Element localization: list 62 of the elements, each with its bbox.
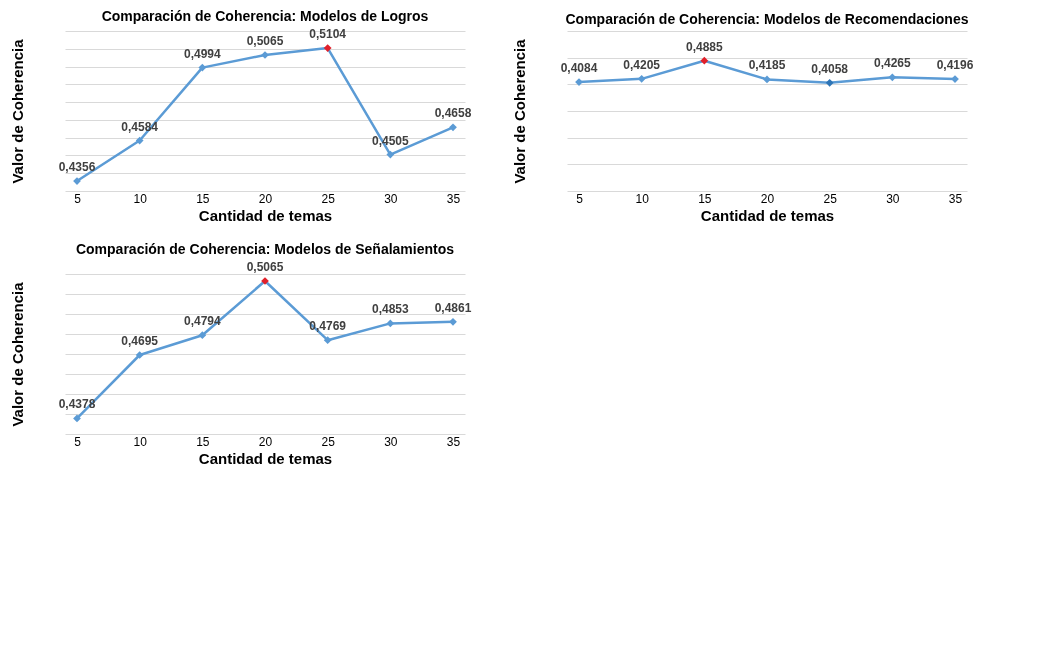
x-tick-label: 10 [133, 434, 148, 449]
chart-title: Comparación de Coherencia: Modelos de Logros [101, 8, 429, 25]
point [386, 150, 395, 159]
data-label: 0,5104 [309, 27, 347, 42]
data-label: 0,4356 [58, 160, 96, 175]
data-label: 0,4185 [748, 58, 786, 73]
data-label: 0,4695 [121, 334, 159, 348]
x-tick-label: 35 [446, 434, 461, 449]
data-label: 0,4196 [936, 58, 974, 73]
x-tick-label: 35 [948, 191, 963, 206]
y-axis-title: Valor de Coherencia [8, 281, 26, 427]
point [323, 336, 332, 345]
point [700, 56, 709, 65]
x-tick-label: 20 [760, 191, 775, 206]
data-label: 0,5065 [246, 34, 284, 48]
point [386, 319, 395, 328]
point [763, 75, 771, 84]
data-label: 0,4885 [685, 39, 724, 54]
x-tick-label: 35 [446, 191, 461, 206]
x-tick-label: 15 [698, 191, 712, 206]
point [888, 73, 897, 82]
point [198, 331, 207, 340]
x-axis-title: Cantidad de temas [198, 449, 333, 467]
x-axis-title: Cantidad de temas [198, 206, 333, 224]
point [637, 74, 646, 83]
x-tick-label: 30 [384, 191, 398, 206]
x-tick-label: 5 [74, 434, 82, 449]
y-axis-title: Valor de Coherencia [510, 38, 528, 184]
data-label: 0,4058 [811, 61, 849, 76]
x-tick-label: 15 [196, 191, 210, 206]
x-tick-label: 25 [321, 191, 336, 206]
point [449, 317, 457, 326]
data-label: 0,4861 [434, 300, 472, 315]
x-tick-label: 30 [384, 434, 398, 449]
x-tick-label: 25 [321, 434, 336, 449]
point [198, 63, 207, 72]
chart-title: Comparación de Coherencia: Modelos de Recomendaciones [565, 11, 969, 27]
point [449, 123, 457, 132]
x-tick-label: 10 [133, 191, 148, 206]
chart-title: Comparación de Coherencia: Modelos de Señalamientos [75, 241, 455, 257]
x-tick-label: 15 [196, 434, 210, 449]
x-tick-label: 10 [635, 191, 650, 206]
data-label: 0,4994 [183, 46, 222, 61]
data-label: 0,4853 [371, 302, 410, 317]
x-axis-title: Cantidad de temas [700, 206, 835, 224]
y-axis-title: Valor de Coherencia [8, 38, 26, 184]
x-tick-label: 30 [886, 191, 900, 206]
data-label: 0,4265 [873, 56, 912, 71]
x-tick-label: 5 [74, 191, 82, 206]
x-tick-label: 20 [258, 191, 273, 206]
point [825, 78, 834, 87]
data-label: 0,4205 [623, 57, 661, 72]
data-label: 0,4084 [560, 61, 598, 76]
point [135, 351, 144, 359]
point [323, 44, 332, 52]
x-tick-label: 20 [258, 434, 273, 449]
data-label: 0,4658 [434, 106, 472, 121]
x-tick-label: 25 [823, 191, 838, 206]
data-label: 0,5065 [246, 260, 284, 274]
point [135, 136, 144, 145]
point [73, 414, 81, 423]
x-tick-label: 5 [576, 191, 584, 206]
